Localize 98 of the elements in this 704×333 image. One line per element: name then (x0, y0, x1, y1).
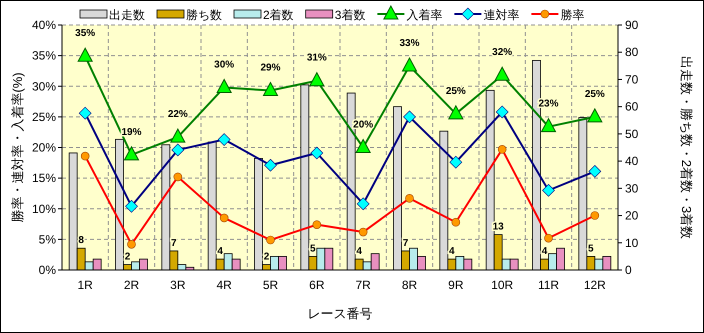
point (452, 218, 460, 227)
point (590, 211, 600, 220)
point (78, 106, 92, 120)
x-tick-label: 10R (491, 278, 514, 292)
legend-label: 出走数 (109, 8, 145, 22)
data-label: 25% (446, 86, 466, 97)
point (450, 156, 462, 168)
y-tick-label: 0% (38, 263, 56, 277)
y-tick-label: 25% (32, 110, 56, 124)
data-label: 2 (264, 252, 270, 263)
x-tick-label: 4R (216, 278, 232, 292)
x-tick-label: 6R (309, 278, 325, 292)
point (218, 133, 230, 146)
point (263, 82, 278, 96)
point (356, 139, 371, 153)
x-tick-label: 11R (538, 278, 560, 292)
y2-tick-label: 40 (625, 154, 639, 168)
point (448, 105, 464, 120)
data-label: 35% (75, 28, 96, 40)
y2-tick-label: 10 (625, 236, 639, 250)
point (405, 194, 414, 203)
data-label: 29% (260, 62, 281, 74)
y2-tick-label: 80 (625, 45, 639, 60)
point (124, 146, 139, 160)
data-label: 7 (171, 238, 178, 249)
point (220, 214, 228, 222)
data-label: 8 (78, 235, 84, 246)
x-tick-label: 2R (124, 278, 140, 292)
point (494, 66, 510, 81)
data-label: 33% (399, 38, 420, 50)
legend-label: 3着数 (334, 8, 366, 22)
data-label: 4 (542, 246, 548, 258)
y-axis-title: 勝率・連対率・入着率(%) (10, 72, 25, 223)
point (170, 128, 186, 143)
data-label: 7 (402, 238, 409, 249)
data-label: 4 (356, 246, 362, 258)
y2-tick-label: 60 (625, 100, 639, 114)
point (172, 144, 184, 156)
point (125, 200, 138, 213)
x-tick-label: 9R (448, 278, 464, 292)
x-tick-label: 8R (402, 278, 418, 292)
data-label: 5 (310, 243, 316, 254)
data-label: 4 (449, 246, 456, 258)
y-tick-label: 10% (32, 202, 56, 216)
y-tick-label: 20% (32, 140, 56, 154)
y2-tick-label: 30 (625, 181, 639, 196)
data-label: 22% (168, 109, 188, 120)
legend-label: 勝率 (560, 8, 584, 22)
x-tick-label: 7R (355, 278, 372, 292)
data-label: 32% (492, 47, 512, 58)
y2-tick-label: 90 (625, 18, 639, 32)
point (216, 78, 232, 93)
y-tick-label: 35% (32, 48, 56, 63)
x-tick-label: 5R (262, 278, 278, 292)
data-label: 30% (214, 59, 234, 70)
point (587, 108, 602, 122)
point (356, 198, 370, 210)
point (496, 106, 508, 118)
y2-axis-title: 出走数・勝ち数・2着数・3着数 (679, 56, 694, 240)
data-label: 31% (306, 52, 327, 64)
point (541, 118, 556, 132)
legend-label: 連対率 (483, 8, 520, 22)
x-tick-label: 3R (170, 278, 186, 292)
data-label: 4 (217, 246, 224, 258)
x-tick-label: 1R (77, 278, 94, 292)
x-axis-title: レース番号 (308, 306, 372, 321)
legend-label: 2着数 (263, 8, 294, 22)
y-tick-label: 15% (32, 171, 56, 186)
point (127, 240, 136, 249)
y2-tick-label: 70 (625, 72, 639, 86)
y-tick-label: 40% (32, 18, 56, 32)
point (312, 220, 322, 229)
data-label: 5 (588, 243, 594, 254)
y-tick-label: 5% (38, 232, 56, 246)
point (588, 165, 602, 178)
y-tick-label: 30% (32, 79, 56, 94)
point (403, 110, 416, 124)
point (174, 172, 182, 182)
point (266, 236, 275, 244)
legend-label: 入着率 (406, 8, 442, 22)
legend-label: 勝ち数 (186, 8, 222, 22)
point (309, 72, 324, 86)
point (544, 234, 553, 242)
point (402, 58, 417, 72)
point (264, 158, 277, 172)
data-label: 25% (584, 88, 605, 100)
y2-tick-label: 0 (625, 263, 632, 277)
data-label: 19% (121, 126, 142, 138)
point (310, 146, 324, 160)
point (80, 152, 90, 160)
point (358, 228, 368, 236)
x-tick-label: 12R (584, 278, 606, 292)
point (542, 184, 555, 197)
y2-tick-label: 20 (625, 208, 639, 223)
y2-tick-label: 50 (625, 126, 639, 141)
point (498, 145, 506, 154)
data-label: 2 (124, 252, 131, 263)
point (78, 48, 93, 62)
